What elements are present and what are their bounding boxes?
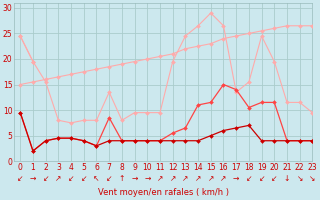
Text: ↑: ↑ bbox=[119, 174, 125, 183]
Text: ↖: ↖ bbox=[93, 174, 100, 183]
Text: ↗: ↗ bbox=[195, 174, 201, 183]
Text: ↙: ↙ bbox=[17, 174, 23, 183]
Text: →: → bbox=[144, 174, 150, 183]
Text: ↗: ↗ bbox=[182, 174, 188, 183]
Text: →: → bbox=[132, 174, 138, 183]
X-axis label: Vent moyen/en rafales ( km/h ): Vent moyen/en rafales ( km/h ) bbox=[98, 188, 229, 197]
Text: ↘: ↘ bbox=[309, 174, 316, 183]
Text: →: → bbox=[30, 174, 36, 183]
Text: ↙: ↙ bbox=[246, 174, 252, 183]
Text: ↗: ↗ bbox=[157, 174, 163, 183]
Text: ↙: ↙ bbox=[259, 174, 265, 183]
Text: →: → bbox=[233, 174, 239, 183]
Text: ↙: ↙ bbox=[81, 174, 87, 183]
Text: ↓: ↓ bbox=[284, 174, 290, 183]
Text: ↙: ↙ bbox=[68, 174, 74, 183]
Text: ↗: ↗ bbox=[208, 174, 214, 183]
Text: ↗: ↗ bbox=[220, 174, 227, 183]
Text: ↘: ↘ bbox=[297, 174, 303, 183]
Text: ↙: ↙ bbox=[43, 174, 49, 183]
Text: ↙: ↙ bbox=[271, 174, 277, 183]
Text: ↙: ↙ bbox=[106, 174, 112, 183]
Text: ↗: ↗ bbox=[170, 174, 176, 183]
Text: ↗: ↗ bbox=[55, 174, 61, 183]
